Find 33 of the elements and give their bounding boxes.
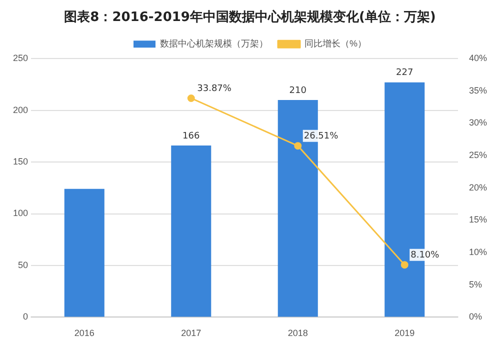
point	[400, 261, 408, 269]
legend-label: 数据中心机架规模（万架）	[160, 38, 268, 49]
x-tick-label: 2016	[74, 328, 94, 338]
point	[294, 142, 302, 150]
y2-tick-label: 40%	[468, 53, 487, 64]
legend-label: 同比增长（%）	[304, 38, 367, 49]
data-label: 166	[182, 131, 200, 142]
y2-tick-label: 25%	[468, 150, 487, 160]
data-label: 210	[289, 86, 307, 96]
data-label: 26.51%	[304, 132, 339, 142]
y-tick-label: 50	[18, 260, 28, 270]
data-label: 33.87%	[197, 84, 232, 94]
y-tick-label: 0	[23, 312, 28, 322]
y-tick-label: 100	[12, 208, 28, 218]
y2-tick-label: 0%	[468, 312, 482, 322]
y-tick-label: 200	[12, 104, 28, 115]
x-tick-label: 2018	[288, 328, 308, 338]
data-label: 227	[396, 68, 414, 78]
chart-title: 图表8：2016-2019年中国数据中心机架规模变化(单位：万架)	[64, 9, 436, 26]
y2-tick-label: 20%	[468, 182, 487, 192]
y2-tick-label: 5%	[468, 279, 482, 290]
data-label: 8.10%	[410, 250, 440, 261]
bar	[171, 145, 212, 317]
x-tick-label: 2017	[181, 328, 202, 338]
y2-tick-label: 35%	[468, 85, 487, 96]
x-tick-label: 2019	[394, 328, 415, 338]
y2-tick-label: 10%	[468, 247, 487, 258]
y2-tick-label: 30%	[468, 118, 487, 128]
y-tick-label: 150	[12, 156, 28, 167]
y2-tick-label: 15%	[468, 214, 487, 225]
point	[187, 94, 195, 102]
y-tick-label: 250	[12, 53, 28, 64]
bar	[64, 188, 104, 317]
